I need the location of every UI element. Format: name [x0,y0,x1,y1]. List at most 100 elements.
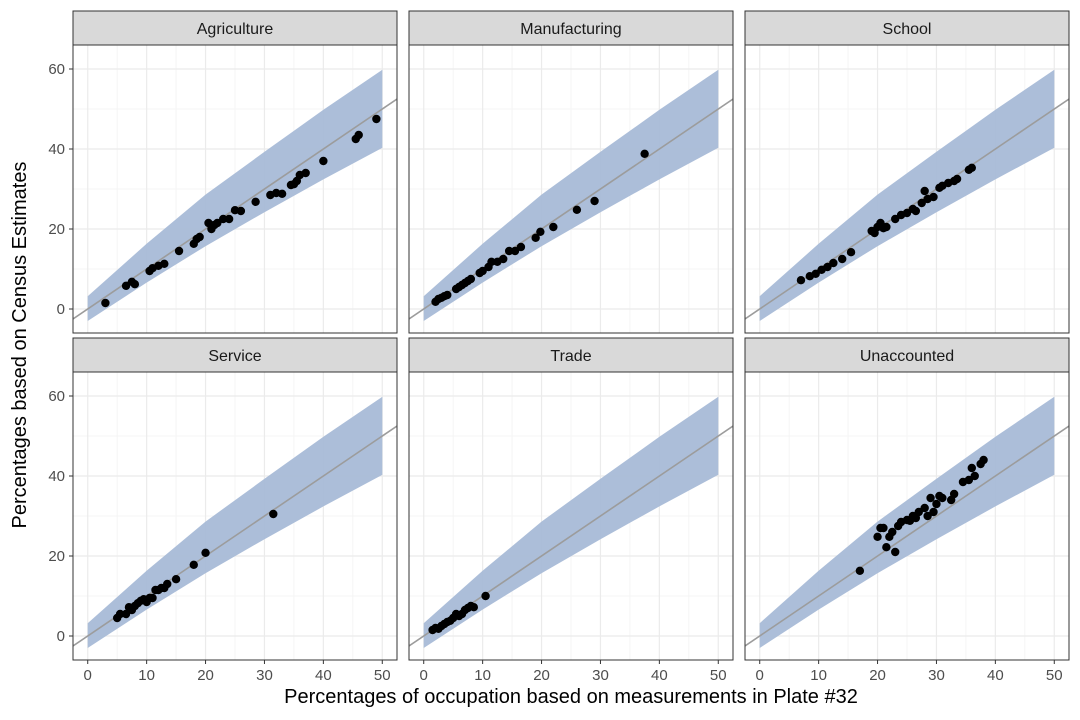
data-point [163,579,172,589]
facet-label: Agriculture [197,21,274,38]
panel-school: School [744,10,1070,334]
data-point [929,192,938,202]
y-tick-label: 20 [48,548,65,565]
data-point [949,489,959,499]
data-point [917,198,926,208]
x-tick-label: 40 [987,667,1004,684]
data-point [572,205,582,214]
data-point [466,274,476,284]
data-point [964,475,974,485]
data-point [926,493,935,503]
y-tick-label: 0 [57,301,65,318]
panel-unaccounted: Unaccounted 0 10 20 30 40 50 [744,337,1070,684]
plot-area [409,45,733,333]
panel-service: Service 0 10 20 30 40 50 0 20 40 60 [48,337,398,684]
data-point [469,603,478,612]
data-point [838,254,847,264]
data-point [967,163,976,172]
data-point [879,523,888,533]
data-point [195,232,204,242]
data-point [301,168,310,178]
data-point [967,463,976,473]
x-tick-label: 0 [756,667,764,684]
data-point [516,242,526,252]
data-point [531,233,540,242]
y-axis-title: Percentages based on Census Estimates [9,162,31,529]
data-point [970,471,979,481]
x-tick-label: 40 [315,667,332,684]
x-tick-label: 10 [474,667,491,684]
data-point [829,258,838,268]
data-point [443,290,452,300]
facet-label: Trade [550,348,591,365]
data-point [590,196,599,206]
data-point [121,609,131,619]
x-tick-label: 50 [710,667,727,684]
panel-border [408,371,734,661]
data-point [952,174,962,184]
data-point [499,254,508,264]
data-point [920,503,929,513]
y-tick-label: 40 [48,468,65,485]
data-point [882,543,891,552]
plot-area [73,45,397,333]
data-point [929,507,938,517]
panel-border [744,371,1070,661]
reference-line [745,425,1069,647]
plot-area [745,372,1069,660]
data-point [319,156,328,166]
data-point [640,149,649,158]
data-point [891,547,900,557]
data-point [174,246,184,256]
data-point [549,222,558,232]
x-tick-label: 10 [810,667,827,684]
data-point [481,591,490,601]
data-point [269,509,278,519]
x-tick-label: 50 [374,667,391,684]
plot-area [409,372,733,660]
data-point [873,532,882,541]
data-point [101,298,110,308]
plot-area [73,372,397,660]
facet-strip [72,10,398,46]
data-point [914,507,923,517]
data-point [478,266,487,276]
x-tick-label: 30 [592,667,609,684]
data-point [219,214,228,224]
data-point [979,455,988,465]
data-point [891,214,900,224]
panel-border [72,371,398,661]
y-tick-label: 60 [48,61,65,78]
y-tick-label: 20 [48,221,65,238]
facet-strip [744,10,1070,46]
data-point [213,218,222,228]
data-point [923,511,932,521]
data-point [171,575,181,584]
data-point [938,493,947,503]
data-point [224,214,234,224]
x-tick-label: 0 [84,667,92,684]
facet-label: Manufacturing [520,21,621,38]
facet-label: Unaccounted [860,348,954,365]
data-point [121,281,131,290]
x-tick-label: 20 [197,667,214,684]
panel-border [408,44,734,334]
data-point [811,269,820,278]
data-point [510,246,520,256]
x-tick-label: 30 [256,667,273,684]
y-tick-label: 40 [48,141,65,158]
data-point [823,262,832,272]
data-point [160,259,169,268]
data-point [796,276,806,285]
x-tick-label: 20 [869,667,886,684]
panel-agriculture: Agriculture 0 20 40 60 [48,10,398,334]
data-point [920,186,929,196]
data-point [855,566,865,575]
data-point [236,206,246,216]
x-tick-label: 0 [420,667,428,684]
data-point [882,222,891,232]
x-tick-label: 10 [138,667,155,684]
x-tick-label: 50 [1046,667,1063,684]
panel-manufacturing: Manufacturing [408,10,734,334]
